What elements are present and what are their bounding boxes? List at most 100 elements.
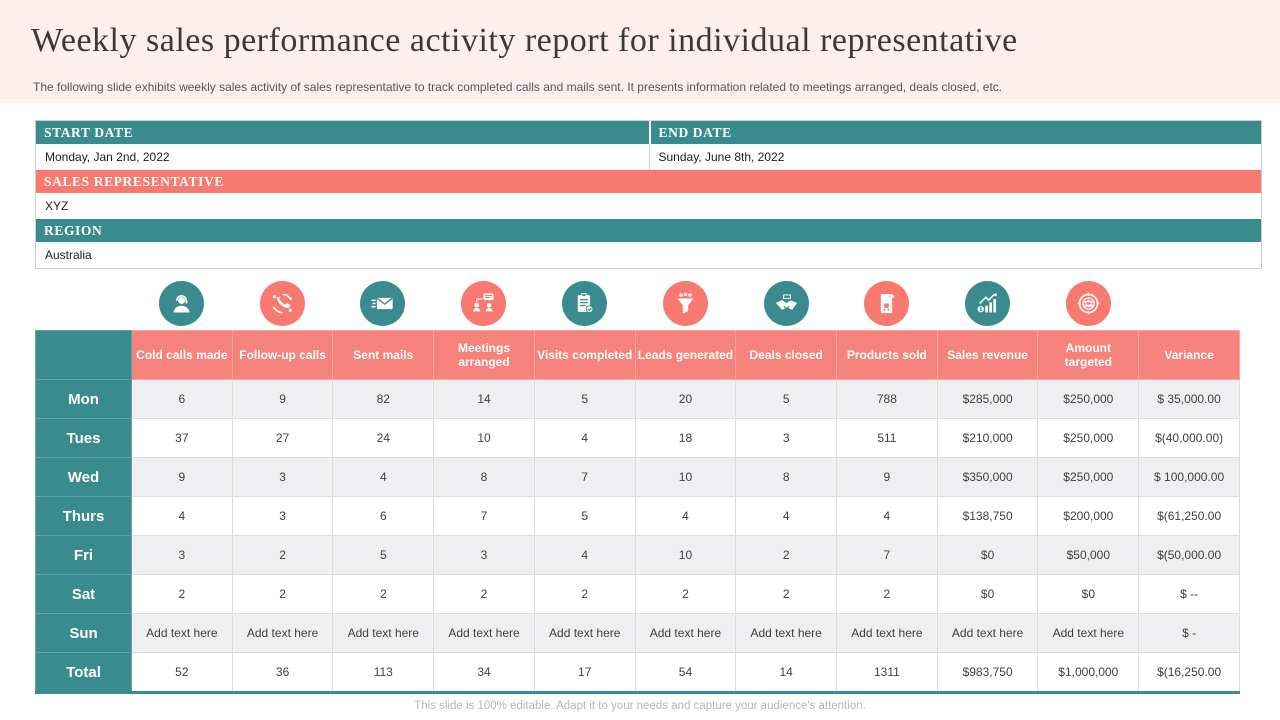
table-cell: 2 bbox=[533, 574, 636, 614]
products-sold-icon bbox=[864, 281, 910, 326]
table-cell: $210,000 bbox=[936, 418, 1039, 458]
column-header: Sent mails bbox=[332, 330, 435, 380]
table-cell: $250,000 bbox=[1037, 457, 1140, 497]
column-header: Cold calls made bbox=[131, 330, 233, 380]
table-cell: $(61,250.00 bbox=[1138, 496, 1240, 536]
row-header-day: Total bbox=[35, 652, 132, 693]
sales-revenue-icon: $ bbox=[965, 281, 1011, 326]
table-corner-cell bbox=[35, 330, 132, 380]
deals-closed-icon bbox=[763, 281, 809, 326]
placeholder-cell[interactable]: Add text here bbox=[231, 613, 334, 653]
table-cell: 14 bbox=[735, 652, 838, 693]
svg-text:$: $ bbox=[980, 307, 983, 313]
table-cell: 5 bbox=[332, 535, 435, 575]
table-row: Wed 9 3 4 8 7 10 8 9 $350,000 $250,000 $ 100,000.00 bbox=[35, 457, 1240, 497]
placeholder-cell[interactable]: Add text here bbox=[533, 613, 636, 653]
table-cell: 24 bbox=[332, 418, 435, 458]
table-cell: 1311 bbox=[836, 652, 938, 693]
table-row: Thurs 4 3 6 7 5 4 4 4 $138,750 $200,000 $(61,250.00 bbox=[35, 496, 1240, 536]
table-cell: 4 bbox=[533, 535, 636, 575]
column-header: Amount targeted bbox=[1037, 330, 1140, 380]
table-cell: 4 bbox=[735, 496, 838, 536]
table-cell: $285,000 bbox=[936, 379, 1039, 419]
placeholder-cell[interactable]: Add text here bbox=[1037, 613, 1140, 653]
table-cell: 3 bbox=[131, 535, 233, 575]
table-cell: 9 bbox=[836, 457, 938, 497]
meetings-arranged-icon bbox=[461, 281, 507, 326]
table-cell: $ 100,000.00 bbox=[1138, 457, 1240, 497]
title-band bbox=[0, 0, 1280, 103]
placeholder-cell[interactable]: Add text here bbox=[735, 613, 838, 653]
table-cell: $250,000 bbox=[1037, 418, 1140, 458]
placeholder-cell[interactable]: Add text here bbox=[332, 613, 435, 653]
placeholder-cell[interactable]: Add text here bbox=[634, 613, 737, 653]
table-cell: 8 bbox=[735, 457, 838, 497]
table-row: Sat 2 2 2 2 2 2 2 2 $0 $0 $ -- bbox=[35, 574, 1240, 614]
table-cell: $ - bbox=[1138, 613, 1240, 653]
table-cell: 10 bbox=[433, 418, 535, 458]
end-date-value[interactable]: Sunday, June 8th, 2022 bbox=[648, 144, 1261, 170]
table-cell: $200,000 bbox=[1037, 496, 1140, 536]
region-header: REGION bbox=[36, 219, 1261, 242]
table-cell: $ 35,000.00 bbox=[1138, 379, 1240, 419]
table-cell: 113 bbox=[332, 652, 435, 693]
table-cell: 8 bbox=[433, 457, 535, 497]
placeholder-cell[interactable]: Add text here bbox=[936, 613, 1039, 653]
table-header-row: Cold calls made Follow-up calls Sent mails… bbox=[35, 330, 1240, 380]
table-cell: 18 bbox=[634, 418, 737, 458]
table-cell: 6 bbox=[131, 379, 233, 419]
row-header-day: Thurs bbox=[35, 496, 132, 536]
table-cell: $0 bbox=[1037, 574, 1140, 614]
icon-row: $ bbox=[131, 281, 1139, 326]
table-cell: $350,000 bbox=[936, 457, 1039, 497]
table-cell: 3 bbox=[433, 535, 535, 575]
footer-note: This slide is 100% editable. Adapt it to… bbox=[414, 700, 866, 712]
row-header-day: Fri bbox=[35, 535, 132, 575]
table-cell: 2 bbox=[735, 535, 838, 575]
table-row: Total 52 36 113 34 17 54 14 1311 $983,750 $1,000,0… bbox=[35, 652, 1240, 693]
table-cell: 54 bbox=[634, 652, 737, 693]
table-cell: 2 bbox=[332, 574, 435, 614]
column-header: Meetings arranged bbox=[433, 330, 535, 380]
table-cell: 2 bbox=[836, 574, 938, 614]
table-cell: 9 bbox=[231, 379, 334, 419]
column-header: Sales revenue bbox=[936, 330, 1039, 380]
table-cell: $50,000 bbox=[1037, 535, 1140, 575]
row-header-day: Sun bbox=[35, 613, 132, 653]
table-cell: 9 bbox=[131, 457, 233, 497]
table-cell: 36 bbox=[231, 652, 334, 693]
activity-table: Cold calls made Follow-up calls Sent mails… bbox=[35, 330, 1240, 694]
table-cell: 27 bbox=[231, 418, 334, 458]
sales-rep-value[interactable]: XYZ bbox=[36, 193, 1261, 219]
placeholder-cell[interactable]: Add text here bbox=[131, 613, 233, 653]
table-row: Tues 37 27 24 10 4 18 3 511 $210,000 $250,000 $(40,… bbox=[35, 418, 1240, 458]
table-cell: 2 bbox=[634, 574, 737, 614]
table-cell: 7 bbox=[836, 535, 938, 575]
table-cell: 17 bbox=[533, 652, 636, 693]
table-cell: 52 bbox=[131, 652, 233, 693]
table-cell: 511 bbox=[836, 418, 938, 458]
table-cell: 14 bbox=[433, 379, 535, 419]
table-cell: $983,750 bbox=[936, 652, 1039, 693]
row-header-day: Tues bbox=[35, 418, 132, 458]
table-cell: 2 bbox=[231, 535, 334, 575]
table-cell: 10 bbox=[634, 457, 737, 497]
end-date-header: END DATE bbox=[648, 121, 1261, 144]
table-cell: $0 bbox=[936, 574, 1039, 614]
table-cell: $0 bbox=[936, 535, 1039, 575]
region-value[interactable]: Australia bbox=[36, 242, 1261, 268]
table-cell: 7 bbox=[433, 496, 535, 536]
column-header: Visits completed bbox=[533, 330, 636, 380]
visits-completed-icon bbox=[562, 281, 608, 326]
placeholder-cell[interactable]: Add text here bbox=[433, 613, 535, 653]
table-cell: $1,000,000 bbox=[1037, 652, 1140, 693]
start-date-value[interactable]: Monday, Jan 2nd, 2022 bbox=[36, 144, 649, 170]
column-header: Variance bbox=[1138, 330, 1240, 380]
page-title: Weekly sales performance activity report… bbox=[31, 22, 1018, 59]
sent-mails-icon bbox=[360, 281, 406, 326]
table-cell: $ -- bbox=[1138, 574, 1240, 614]
table-cell: 2 bbox=[735, 574, 838, 614]
table-cell: 34 bbox=[433, 652, 535, 693]
info-panel: START DATE END DATE Monday, Jan 2nd, 202… bbox=[35, 120, 1262, 269]
placeholder-cell[interactable]: Add text here bbox=[836, 613, 938, 653]
